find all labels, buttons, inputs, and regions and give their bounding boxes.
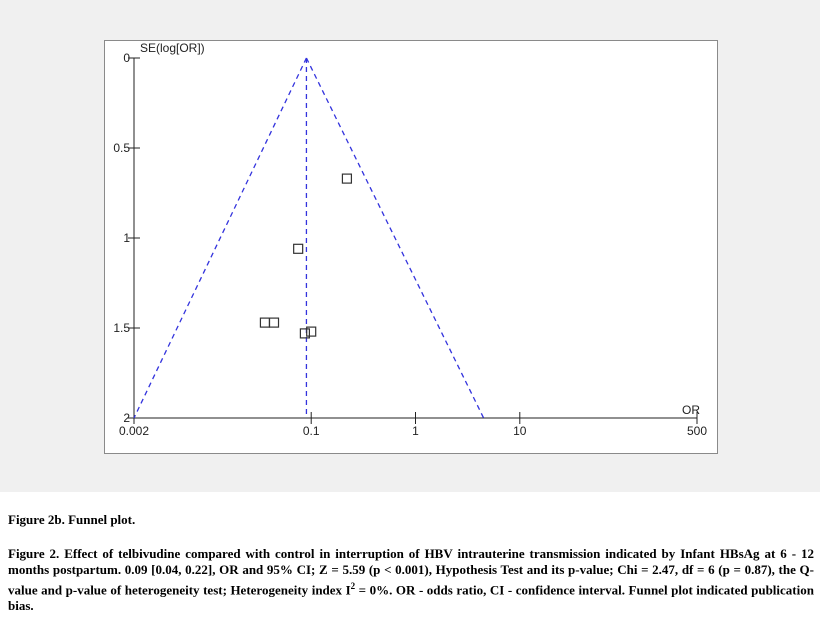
y-tick-label: 0.5 [113,141,130,155]
x-tick-label: 0.1 [303,424,320,438]
study-point [299,328,310,339]
plot-frame [104,40,718,454]
study-point [293,243,304,254]
funnel-right-limit [305,57,485,419]
y-tick-label: 0 [123,51,130,65]
y-tick-label: 1 [123,231,130,245]
funnel-left-limit [133,57,308,419]
caption-sup: 2 [350,581,356,591]
caption-text-end: = 0%. OR - odds ratio, CI - confidence i… [8,582,814,614]
study-point [306,326,317,337]
funnel-plot: 0 0.5 1 1.5 20.002 0.1 1 10 500 SE(log[OR]) OR [113,41,707,438]
y-tick-label: 2 [123,411,130,425]
figure-caption: Figure 2. Effect of telbivudine compared… [8,546,814,614]
x-tick-label: 0.002 [119,424,149,438]
x-axis-label: OR [682,403,700,417]
y-tick-label: 1.5 [113,321,130,335]
figure-label: Figure 2b. Funnel plot. [8,512,136,527]
caption-text: Figure 2. Effect of telbivudine compared… [8,546,814,598]
x-tick-label: 1 [412,424,419,438]
study-point [341,173,353,184]
study-point [259,317,271,328]
y-axis-label: SE(log[OR]) [140,41,205,55]
x-tick-label: 10 [513,424,527,438]
study-point [268,317,280,328]
x-tick-label: 500 [687,424,707,438]
